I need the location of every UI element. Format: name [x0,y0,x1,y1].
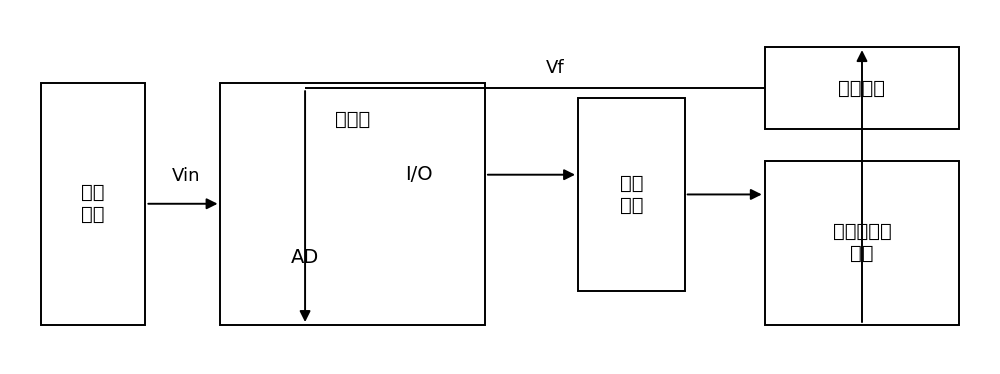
Bar [765,47,959,129]
Text: 表面加热丝
电源: 表面加热丝 电源 [833,223,891,263]
Text: 电流采样: 电流采样 [838,79,885,98]
Text: 直流
电源: 直流 电源 [81,183,105,224]
Bar [765,161,959,325]
Bar [220,83,485,325]
Text: Vf: Vf [546,59,564,77]
Text: AD: AD [291,248,319,267]
Text: 驱动
电路: 驱动 电路 [620,174,643,215]
Bar [578,98,685,291]
Text: I/O: I/O [405,165,433,184]
Text: Vin: Vin [172,167,200,185]
Text: 单片机: 单片机 [335,110,370,129]
Bar [41,83,145,325]
